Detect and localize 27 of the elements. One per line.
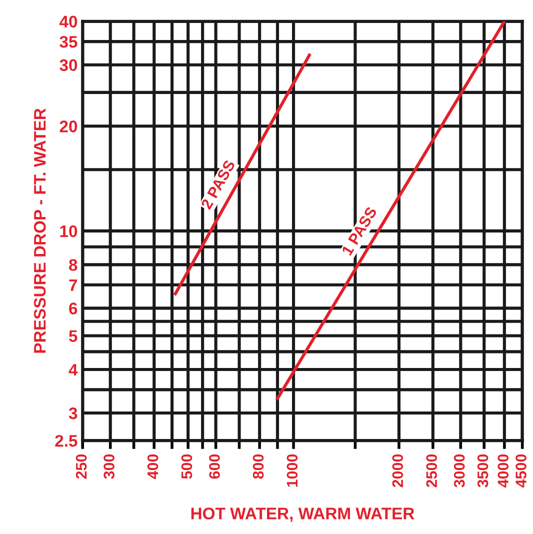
y-tick-label: 35 bbox=[60, 36, 78, 48]
x-tick-label: 1000 bbox=[286, 454, 298, 487]
y-tick-label: 3 bbox=[68, 407, 78, 420]
y-tick-label: 40 bbox=[59, 16, 78, 28]
y-tick-label: 10 bbox=[60, 225, 78, 238]
y-tick-label: 2.5 bbox=[55, 434, 78, 447]
x-tick-label: 500 bbox=[181, 454, 192, 479]
x-tick-label: 3500 bbox=[477, 454, 488, 488]
x-tick-label: 2000 bbox=[392, 454, 404, 488]
y-axis-title: PRESSURE DROP - FT. WATER bbox=[34, 108, 46, 353]
y-tick-label: 20 bbox=[60, 120, 78, 132]
x-tick-label: 300 bbox=[104, 454, 114, 479]
x-axis-title: HOT WATER, WARM WATER bbox=[191, 508, 414, 522]
x-tick-label: 800 bbox=[252, 454, 264, 479]
y-tick-label: 4 bbox=[68, 364, 78, 376]
x-tick-label: 3000 bbox=[454, 454, 465, 488]
y-tick-label: 6 bbox=[69, 302, 78, 314]
x-tick-label: 4000 bbox=[498, 454, 509, 488]
x-tick-label: 2500 bbox=[426, 454, 438, 488]
y-tick-label: 5 bbox=[69, 330, 78, 342]
x-tick-label: 4500 bbox=[516, 454, 526, 488]
x-tick-label: 400 bbox=[147, 454, 158, 479]
y-tick-label: 7 bbox=[69, 279, 78, 291]
y-tick-label: 30 bbox=[60, 59, 78, 72]
x-tick-label: 600 bbox=[209, 454, 220, 479]
x-tick-label: 250 bbox=[76, 454, 87, 479]
y-tick-label: 8 bbox=[69, 259, 78, 271]
